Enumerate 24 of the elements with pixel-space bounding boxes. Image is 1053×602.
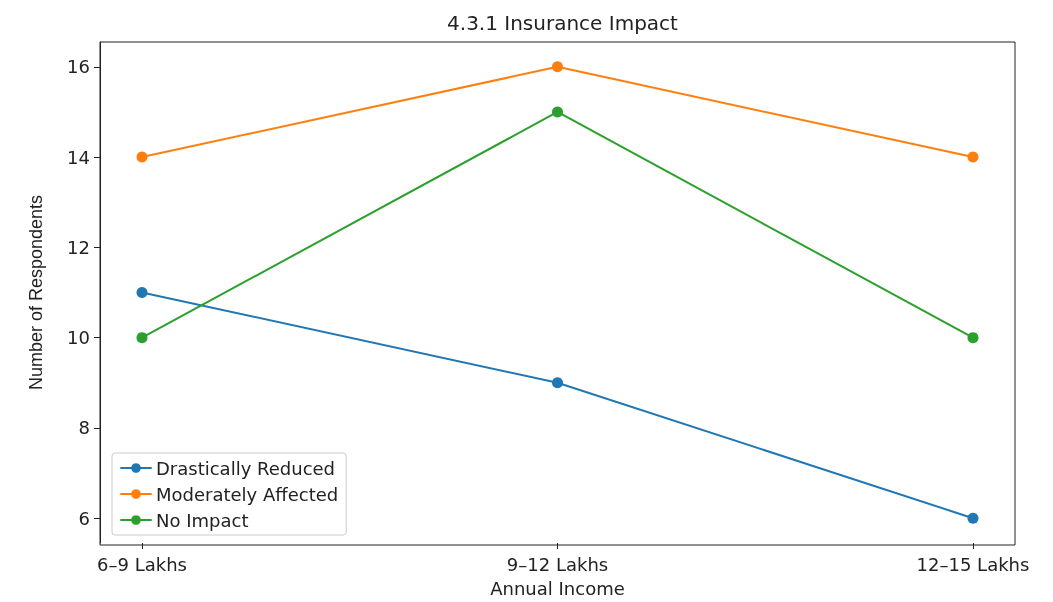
legend-label: Moderately Affected: [156, 483, 339, 505]
point: [136, 151, 148, 163]
point: [967, 151, 979, 163]
point: [552, 106, 563, 118]
point: [552, 61, 563, 73]
x-axis-title: Annual Income: [490, 577, 625, 599]
legend-label: Drastically Reduced: [156, 457, 336, 479]
y-tick-label: 12: [67, 236, 90, 258]
point: [136, 287, 148, 298]
y-axis-title: Number of Respondents: [26, 194, 46, 391]
chart-title: 4.3.1 Insurance Impact: [447, 11, 679, 35]
y-tick-label: 10: [67, 327, 90, 349]
x-tick-label: 9–12 Lakhs: [506, 553, 609, 575]
point: [552, 377, 563, 389]
y-tick-label: 8: [78, 417, 90, 439]
x-tick-label: 12–15 Lakhs: [916, 553, 1030, 575]
point: [136, 332, 148, 344]
x-tick-label: 6–9 Lakhs: [97, 553, 187, 575]
y-tick-label: 14: [67, 146, 90, 168]
point: [967, 332, 979, 344]
point: [967, 512, 979, 524]
legend-label: No Impact: [156, 509, 249, 531]
y-tick-label: 16: [67, 56, 90, 78]
y-tick-label: 6: [78, 507, 90, 529]
